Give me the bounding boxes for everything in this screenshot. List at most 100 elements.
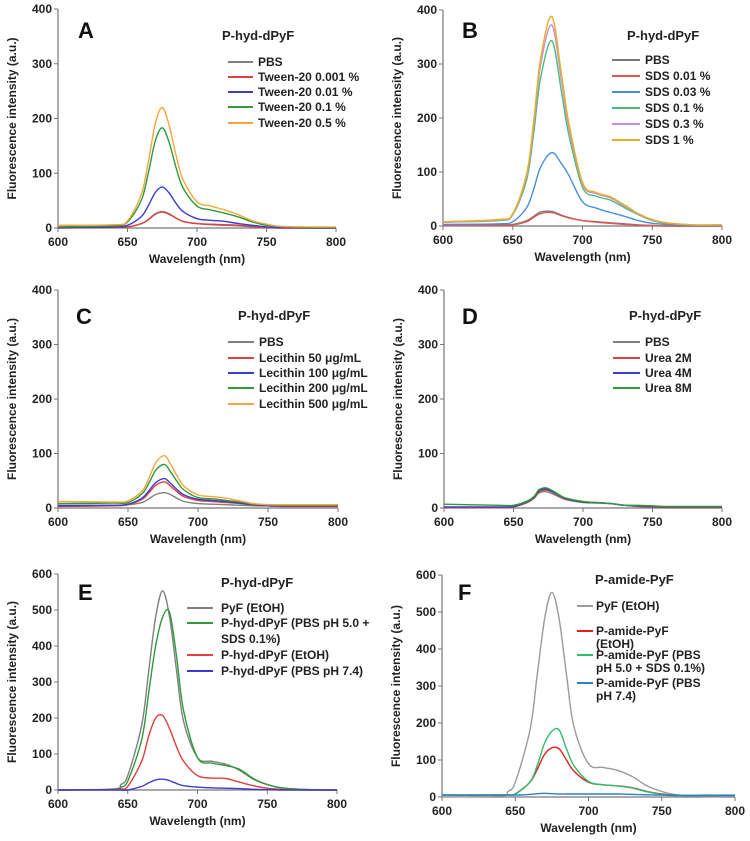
x-tick-label: 800	[712, 233, 732, 247]
y-tick-label: 500	[416, 605, 436, 619]
series-line-2	[57, 477, 338, 507]
legend-label: (EtOH)	[596, 637, 634, 651]
series-line-2	[442, 151, 723, 227]
legend-label: Tween-20 0.5 %	[258, 116, 346, 130]
x-tick-label: 650	[118, 515, 138, 529]
legend-label: SDS 0.3 %	[645, 117, 704, 131]
panel-f: 0 100 200 300 400 500 600 600 650 700 750 800 Wavele…	[389, 568, 745, 835]
panel-title: P-hyd-dPyF	[222, 28, 294, 43]
panel-label: C	[76, 304, 92, 329]
legend-label: P-hyd-dPyF (PBS pH 5.0 +	[221, 616, 369, 630]
y-tick-label: 0	[430, 219, 437, 233]
y-tick-label: 0	[45, 501, 52, 515]
panel-a: 0 100 200 300 400 600 650 700 750 800 Wavelength (…	[5, 2, 359, 266]
x-tick-label: 650	[118, 797, 138, 811]
y-axis-label: Fluorescence intensity (a.u.)	[389, 605, 403, 767]
series-line-2	[443, 488, 722, 508]
legend: PyF (EtOH)P-hyd-dPyF (PBS pH 5.0 + SDS 0.…	[187, 601, 369, 678]
x-tick-label: 700	[572, 233, 592, 247]
y-axis-label: Fluorescence intensity (a.u.)	[391, 318, 405, 480]
x-tick-label: 700	[188, 515, 208, 529]
y-tick-label: 300	[418, 338, 438, 352]
y-tick-label: 300	[32, 675, 52, 689]
y-tick-label: 100	[32, 747, 52, 761]
series-line-5	[442, 15, 723, 226]
y-tick-label: 300	[32, 338, 52, 352]
y-axis-label: Fluorescence intensity (a.u.)	[5, 601, 19, 763]
legend-label: SDS 0.03 %	[645, 85, 711, 99]
legend-label: pH 5.0 + SDS 0.1%)	[596, 661, 705, 675]
x-tick-label: 750	[652, 804, 672, 818]
panel-d: 0 100 200 300 400 600 650 700 750 800 Wavelength (…	[391, 283, 732, 546]
y-tick-label: 400	[32, 283, 52, 297]
legend-label: PyF (EtOH)	[221, 601, 284, 615]
legend-label: Lecithin 100 μg/mL	[259, 366, 368, 380]
legend-label: SDS 1 %	[645, 133, 694, 147]
series-line-2	[441, 727, 735, 796]
series-line-2	[57, 713, 338, 791]
x-tick-label: 800	[328, 515, 348, 529]
x-tick-label: 750	[258, 515, 278, 529]
panel-title: P-amide-PyF	[595, 572, 674, 587]
legend: PyF (EtOH)P-amide-PyF(EtOH)P-amide-PyF (…	[577, 599, 705, 703]
legend: PBS SDS 0.01 % SDS 0.03 % SDS 0.1 % SDS 0.3 …	[612, 53, 711, 147]
y-tick-label: 500	[32, 603, 52, 617]
x-tick-label: 750	[642, 515, 662, 529]
y-tick-label: 100	[416, 753, 436, 767]
y-tick-label: 400	[418, 283, 438, 297]
legend-label: PBS	[645, 335, 670, 349]
y-tick-label: 0	[429, 790, 436, 804]
series-line-1	[442, 211, 722, 227]
series-line-1	[441, 746, 736, 797]
y-tick-label: 0	[45, 221, 52, 235]
legend-label: Tween-20 0.001 %	[258, 70, 359, 84]
legend-label: P-amide-PyF (PBS	[596, 676, 701, 690]
y-tick-label: 400	[416, 642, 436, 656]
y-tick-label: 100	[32, 166, 52, 180]
series-line-3	[443, 487, 722, 508]
panel-b: 0 100 200 300 400 600 650 700 750 800 Wavelength (…	[390, 3, 732, 264]
x-tick-label: 700	[578, 804, 598, 818]
x-tick-label: 600	[48, 797, 68, 811]
y-tick-label: 200	[417, 111, 437, 125]
x-tick-label: 650	[503, 233, 523, 247]
legend-label: SDS 0.1%)	[221, 632, 280, 646]
x-axis-label: Wavelength (nm)	[534, 250, 630, 264]
x-tick-label: 750	[257, 797, 277, 811]
series-line-3	[57, 778, 337, 791]
y-tick-label: 0	[431, 501, 438, 515]
panel-title: P-hyd-dPyF	[221, 575, 293, 590]
legend-label: P-hyd-dPyF (EtOH)	[221, 648, 329, 662]
x-tick-label: 800	[712, 515, 732, 529]
legend-label: Urea 2M	[645, 351, 692, 365]
series-line-2	[57, 186, 337, 229]
panel-label: E	[78, 580, 93, 605]
legend-label: P-amide-PyF (PBS	[596, 648, 701, 662]
legend-label: PBS	[645, 53, 670, 67]
legend-label: PBS	[259, 335, 284, 349]
x-tick-label: 600	[432, 804, 452, 818]
x-tick-label: 750	[256, 235, 276, 249]
x-tick-label: 750	[642, 233, 662, 247]
y-tick-label: 200	[416, 716, 436, 730]
x-tick-label: 700	[573, 515, 593, 529]
x-tick-label: 600	[48, 515, 68, 529]
x-tick-label: 600	[434, 515, 454, 529]
legend-label: Tween-20 0.01 %	[258, 85, 353, 99]
legend-label: PyF (EtOH)	[596, 599, 659, 613]
y-axis-label: Fluorescence intensity (a.u.)	[5, 37, 19, 199]
x-axis-label: Wavelength (nm)	[540, 821, 636, 835]
panel-label: D	[462, 304, 478, 329]
x-axis-label: Wavelength (nm)	[535, 532, 631, 546]
legend-label: P-hyd-dPyF (PBS pH 7.4)	[221, 664, 363, 678]
y-tick-label: 200	[418, 392, 438, 406]
x-tick-label: 650	[117, 235, 137, 249]
legend-label: Tween-20 0.1 %	[258, 100, 346, 114]
y-axis-label: Fluorescence intensity (a.u.)	[390, 37, 404, 199]
y-tick-label: 100	[32, 447, 52, 461]
panel-c: 0 100 200 300 400 600 650 700 750 800 Wavelength (…	[5, 283, 368, 546]
x-tick-label: 600	[433, 233, 453, 247]
y-tick-label: 200	[32, 112, 52, 126]
